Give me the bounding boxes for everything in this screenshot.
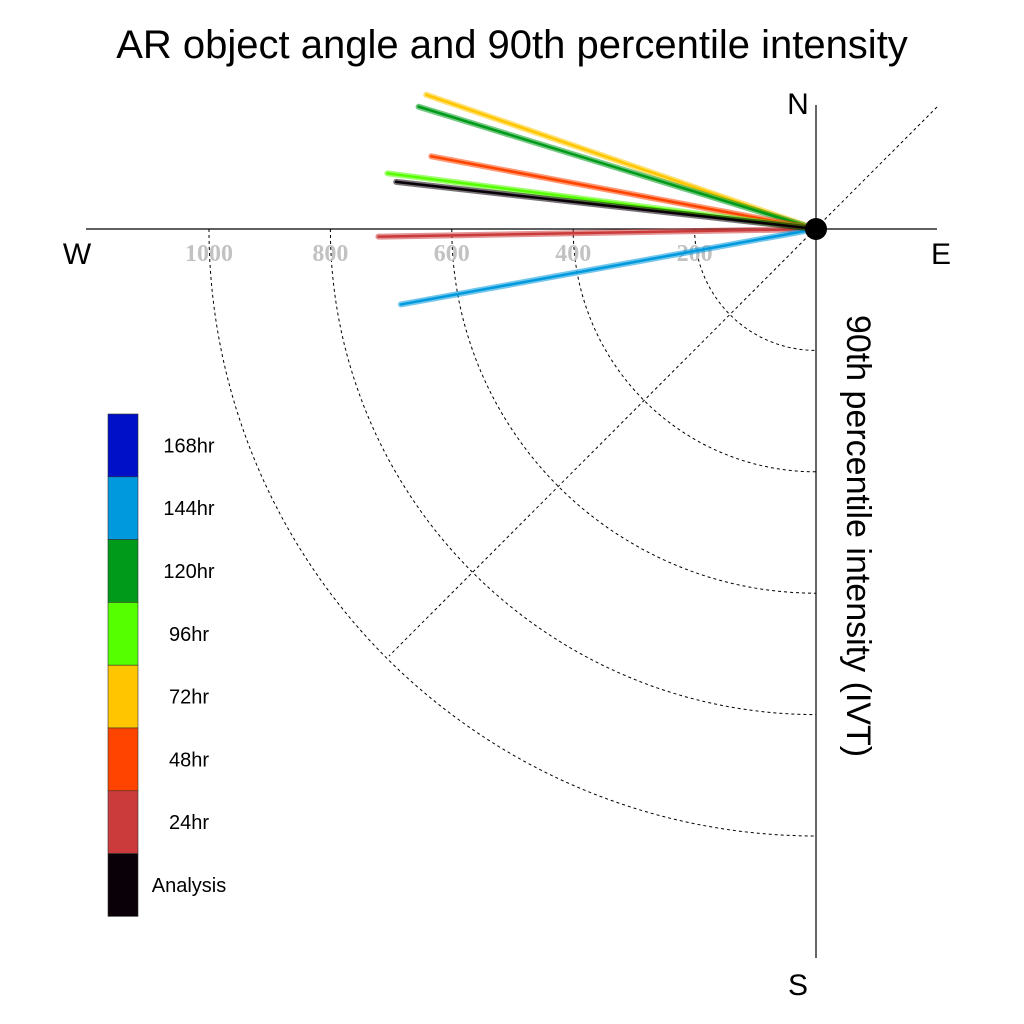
legend-label-analysis: Analysis bbox=[152, 875, 226, 897]
grid-ring-800 bbox=[329, 228, 817, 716]
series-ray-120hr bbox=[417, 105, 818, 231]
y-axis-label: 90th percentile intensity (IVT) bbox=[839, 315, 877, 757]
compass-south: S bbox=[788, 969, 808, 1002]
series-ray-48hr bbox=[430, 155, 818, 231]
legend-label-48hr: 48hr bbox=[169, 749, 209, 771]
series-24hr bbox=[375, 226, 819, 240]
grid-ring-1000 bbox=[208, 228, 817, 837]
tick-label-600: 600 bbox=[434, 241, 470, 267]
series-analysis bbox=[393, 178, 819, 232]
grid-ring-200 bbox=[694, 228, 817, 351]
compass-east: E bbox=[931, 238, 951, 271]
origin-marker bbox=[805, 218, 827, 240]
legend-swatch-72hr bbox=[107, 664, 139, 729]
legend-label-168hr: 168hr bbox=[163, 435, 214, 457]
legend-swatch-144hr bbox=[107, 476, 139, 540]
series-ray-analysis bbox=[394, 180, 818, 231]
legend-label-72hr: 72hr bbox=[169, 687, 209, 709]
chart-title: AR object angle and 90th percentile inte… bbox=[116, 23, 908, 67]
legend-swatch-120hr bbox=[107, 539, 139, 603]
compass-north: N bbox=[787, 88, 809, 121]
series-layer bbox=[375, 91, 819, 308]
legend-swatch-168hr bbox=[107, 413, 139, 478]
grid-ring-600 bbox=[451, 228, 817, 594]
grid-ring-400 bbox=[572, 228, 817, 473]
legend-swatch-96hr bbox=[107, 602, 139, 666]
series-48hr bbox=[428, 153, 819, 232]
compass-west: W bbox=[63, 238, 92, 271]
legend-label-96hr: 96hr bbox=[169, 624, 209, 646]
series-ray-24hr bbox=[377, 227, 818, 238]
legend-label-120hr: 120hr bbox=[163, 561, 214, 583]
legend-swatch-analysis bbox=[107, 853, 139, 917]
tick-label-1000: 1000 bbox=[185, 241, 233, 267]
tick-label-400: 400 bbox=[555, 241, 591, 267]
grid-layer bbox=[208, 106, 938, 837]
legend-label-24hr: 24hr bbox=[169, 812, 209, 834]
legend-swatch-24hr bbox=[107, 790, 139, 854]
series-120hr bbox=[415, 103, 819, 232]
legend-label-144hr: 144hr bbox=[163, 498, 214, 520]
legend-swatch-48hr bbox=[107, 727, 139, 792]
series-144hr bbox=[397, 226, 819, 308]
series-ray-144hr bbox=[399, 227, 818, 306]
legend: 168hr 144hr 120hr 96hr 72hr 48hr 24hr Analysis bbox=[107, 413, 226, 917]
tick-label-800: 800 bbox=[312, 241, 348, 267]
